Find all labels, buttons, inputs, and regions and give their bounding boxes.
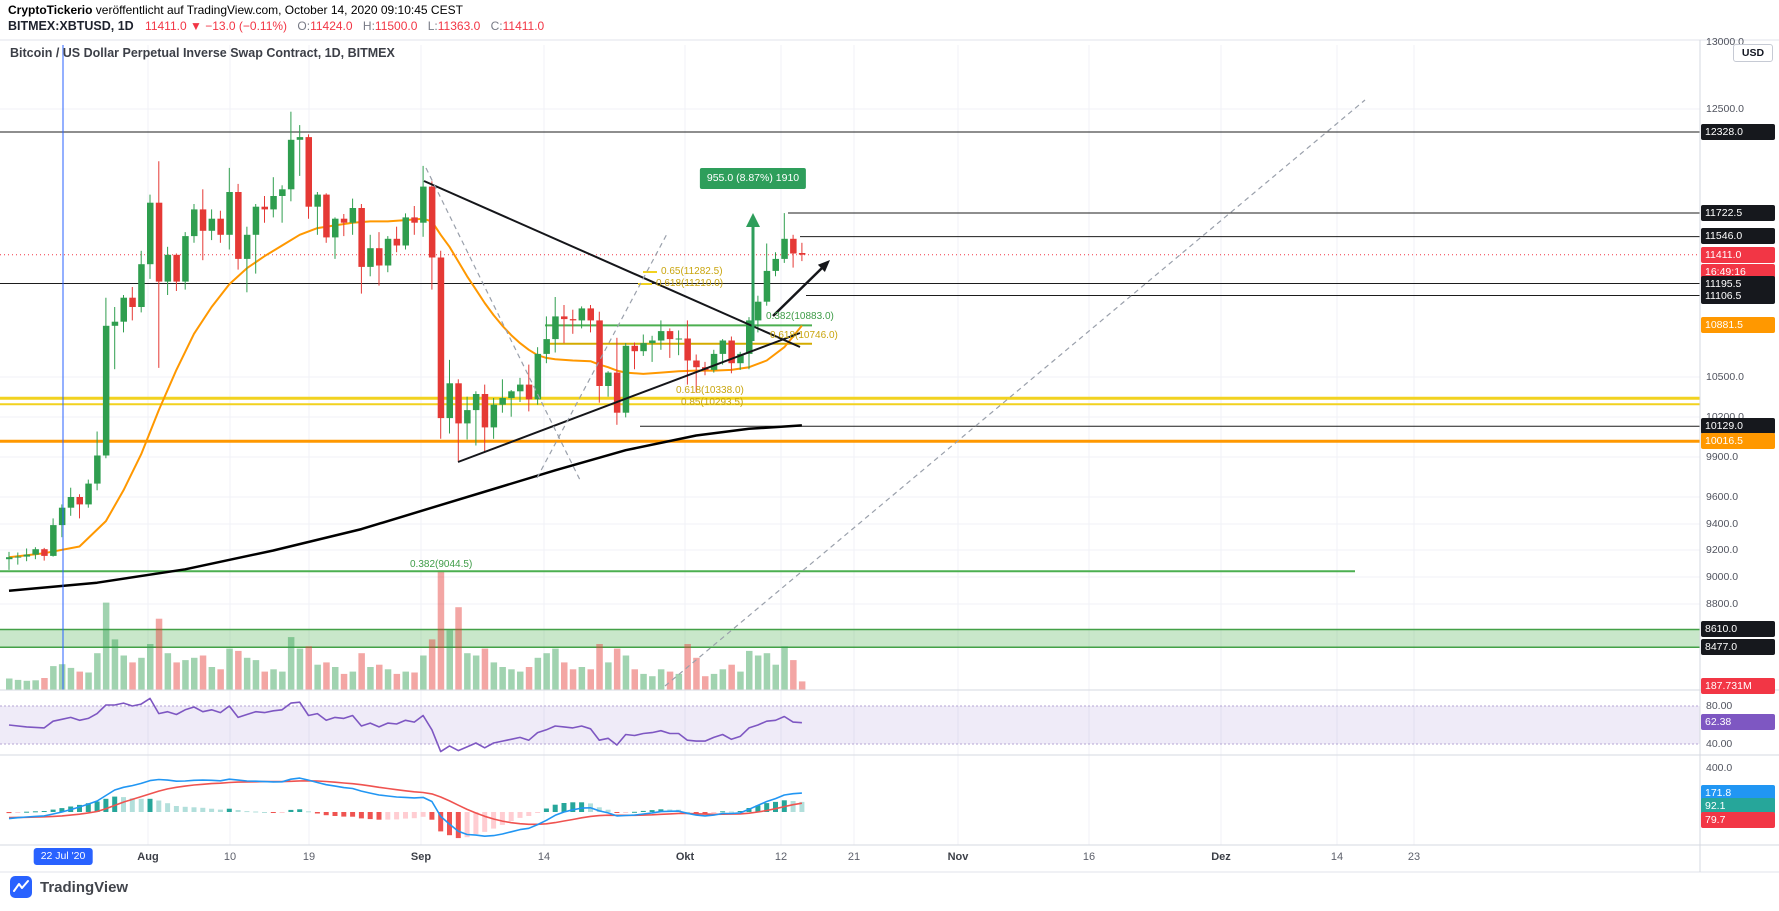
price-axis-label: 9600.0	[1706, 491, 1739, 503]
time-axis-label[interactable]: 14	[537, 851, 551, 863]
price-axis-badge: 187.731M	[1701, 678, 1775, 694]
price-axis-label: 9000.0	[1706, 571, 1739, 583]
price-axis-badge: 8477.0	[1701, 639, 1775, 655]
price-axis-badge: 62.38	[1701, 714, 1775, 730]
fib-level-label: 0.382(10883.0)	[766, 311, 834, 322]
footer: TradingView	[10, 876, 128, 898]
fib-level-label: 0.65(11282.5)	[661, 266, 723, 277]
chart-title: Bitcoin / US Dollar Perpetual Inverse Sw…	[10, 46, 395, 60]
low-label: L:	[427, 19, 438, 33]
open-label: O:	[297, 19, 311, 33]
price-range-arrow[interactable]	[746, 213, 760, 341]
fib-level-label: 0.618(11210.0)	[656, 278, 724, 289]
price-axis-badge: 79.7	[1701, 812, 1775, 828]
time-axis-label[interactable]: 12	[774, 851, 788, 863]
price-axis-badge: 11722.5	[1701, 205, 1775, 221]
high-label: H:	[362, 19, 375, 33]
price-axis-badge: 92.1	[1701, 798, 1775, 814]
ma-fast-line	[8, 217, 803, 559]
price-axis-badge: 10016.5	[1701, 433, 1775, 449]
fib-level-label: 0.85(10293.5)	[681, 397, 744, 408]
price-axis-badge: 12328.0	[1701, 124, 1775, 140]
high-value: 11500.0	[374, 19, 418, 33]
time-axis-label[interactable]: Sep	[410, 851, 432, 863]
price-axis-label: 9400.0	[1706, 518, 1739, 530]
time-axis-label[interactable]: 23	[1407, 851, 1421, 863]
close-value: 11411.0	[502, 19, 545, 33]
horizontal-levels[interactable]	[0, 131, 1700, 573]
price-range-label[interactable]: 955.0 (8.87%) 1910	[699, 168, 807, 189]
candlestick-series[interactable]	[6, 111, 806, 570]
price-axis-badge: 11106.5	[1701, 288, 1775, 304]
macd-panel	[6, 777, 805, 839]
symbol-title[interactable]: BITMEX:XBTUSD, 1D	[8, 19, 134, 33]
price-change: ▼ −13.0 (−0.11%)	[190, 19, 288, 33]
author-name: CryptoTickerio	[8, 3, 93, 17]
price-axis-badge: 11546.0	[1701, 228, 1775, 244]
breakout-arrow[interactable]	[772, 260, 830, 317]
volume-series	[6, 570, 806, 690]
price-axis-badge: 10881.5	[1701, 317, 1775, 333]
tradingview-logo[interactable]	[10, 876, 32, 898]
time-axis-label[interactable]: Okt	[675, 851, 695, 863]
symbol-header: BITMEX:XBTUSD, 1D 11411.0 ▼ −13.0 (−0.11…	[8, 19, 544, 33]
ma-slow-line	[8, 424, 802, 592]
price-axis-label: 80.00	[1706, 700, 1733, 712]
time-axis-label[interactable]: 16	[1082, 851, 1096, 863]
grid-lines	[0, 45, 1700, 845]
time-axis-label[interactable]: 21	[847, 851, 861, 863]
time-axis-label[interactable]: Nov	[947, 851, 969, 863]
fib-level-label: 0.618(10338.0)	[676, 385, 744, 396]
price-axis-badge: 171.8	[1701, 785, 1775, 801]
footer-brand[interactable]: TradingView	[40, 878, 129, 896]
price-axis-label: 12500.0	[1706, 103, 1744, 115]
time-axis-label[interactable]: 10	[223, 851, 237, 863]
price-axis-badge: 10129.0	[1701, 418, 1775, 434]
last-price: 11411.0	[145, 19, 187, 33]
price-axis-label: 9900.0	[1706, 451, 1739, 463]
publish-date-badge: 22 Jul '20	[33, 848, 93, 865]
time-axis-label[interactable]: Aug	[137, 851, 159, 863]
price-axis-label: 10500.0	[1706, 371, 1744, 383]
publish-header: CryptoTickerio veröffentlicht auf Tradin…	[8, 3, 463, 17]
support-zone[interactable]	[0, 628, 1700, 649]
price-axis-label: 400.0	[1706, 762, 1733, 774]
price-axis-label: 9200.0	[1706, 544, 1739, 556]
open-value: 11424.0	[310, 19, 353, 33]
fib-level-label: 0.618(10746.0)	[770, 330, 838, 341]
publish-info: veröffentlicht auf TradingView.com, Octo…	[92, 3, 463, 17]
price-axis-label: 8800.0	[1706, 598, 1739, 610]
low-value: 11363.0	[437, 19, 481, 33]
price-axis-badge: 11411.0	[1701, 247, 1775, 263]
fib-level-label: 0.382(9044.5)	[410, 559, 473, 570]
trendlines[interactable]	[423, 99, 1366, 687]
panel-borders	[0, 39, 1779, 873]
time-axis-label[interactable]: 19	[302, 851, 316, 863]
currency-toggle-button[interactable]: USD	[1733, 44, 1773, 62]
price-axis-badge: 8610.0	[1701, 621, 1775, 637]
rsi-panel	[0, 697, 1700, 753]
time-axis-label[interactable]: 14	[1330, 851, 1344, 863]
price-axis-label: 40.00	[1706, 738, 1733, 750]
close-label: C:	[490, 19, 503, 33]
time-axis-label[interactable]: Dez	[1211, 851, 1231, 863]
